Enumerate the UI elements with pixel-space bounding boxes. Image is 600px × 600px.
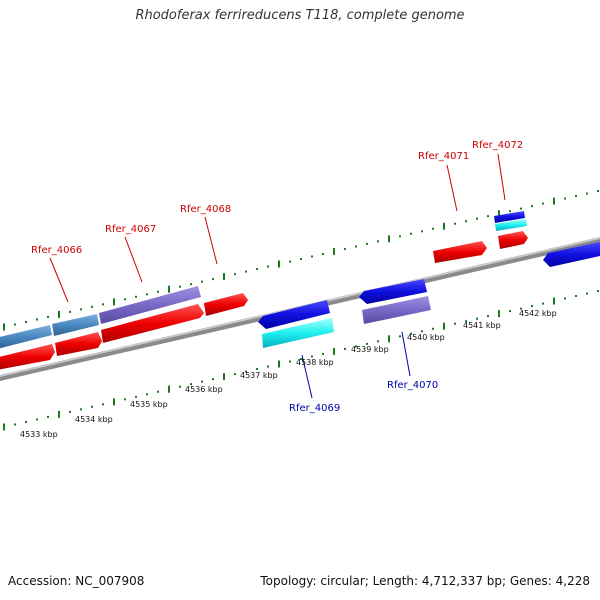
gene-red-b[interactable] [55, 332, 102, 356]
forward-genes[interactable] [0, 211, 600, 370]
kbp-label: 4538 kbp [296, 358, 334, 367]
gene-purple-4070[interactable] [362, 296, 431, 324]
gene-blue-4070[interactable] [359, 279, 427, 304]
kbp-labels: 4533 kbp 4534 kbp 4535 kbp 4536 kbp 4537… [20, 309, 557, 439]
gene-red-c[interactable] [101, 304, 204, 343]
label-leaders [49, 153, 506, 399]
topology-text: Topology: circular; Length: 4,712,337 bp… [260, 574, 590, 588]
gene-steel-2[interactable] [52, 314, 99, 336]
kbp-label: 4533 kbp [20, 430, 58, 439]
gene-label-rfer-4068: Rfer_4068 [180, 204, 231, 215]
gene-purple-4067[interactable] [99, 286, 201, 324]
map-title: Rhodoferax ferrireducens T118, complete … [135, 8, 465, 23]
accession-text: Accession: NC_007908 [8, 574, 145, 588]
gene-red-4072[interactable] [498, 231, 528, 249]
gene-blue-right[interactable] [543, 242, 600, 267]
gene-red-4071[interactable] [433, 241, 487, 263]
gene-label-rfer-4066: Rfer_4066 [31, 245, 82, 256]
gene-red-a[interactable] [0, 344, 55, 370]
kbp-label: 4534 kbp [75, 415, 113, 424]
tick-marks [3, 189, 599, 431]
kbp-label: 4535 kbp [130, 400, 168, 409]
reverse-genes[interactable] [258, 279, 431, 348]
kbp-label: 4541 kbp [463, 321, 501, 330]
gene-cyan-4069[interactable] [262, 318, 334, 348]
gene-steel-1[interactable] [0, 325, 52, 349]
kbp-label: 4542 kbp [519, 309, 557, 318]
gene-blue-4069[interactable] [258, 300, 330, 329]
gene-label-rfer-4069: Rfer_4069 [289, 403, 340, 414]
gene-blue-4072[interactable] [494, 211, 525, 223]
gene-label-rfer-4067: Rfer_4067 [105, 224, 156, 235]
kbp-label: 4537 kbp [240, 371, 278, 380]
gene-red-4068[interactable] [204, 293, 248, 316]
gene-labels: Rfer_4066 Rfer_4067 Rfer_4068 Rfer_4071 … [31, 140, 523, 414]
kbp-label: 4539 kbp [351, 345, 389, 354]
gene-label-rfer-4070: Rfer_4070 [387, 380, 438, 391]
gene-cyan-4072[interactable] [495, 219, 527, 231]
gene-label-rfer-4072: Rfer_4072 [472, 140, 523, 151]
gene-label-rfer-4071: Rfer_4071 [418, 151, 469, 162]
kbp-label: 4540 kbp [407, 333, 445, 342]
kbp-label: 4536 kbp [185, 385, 223, 394]
